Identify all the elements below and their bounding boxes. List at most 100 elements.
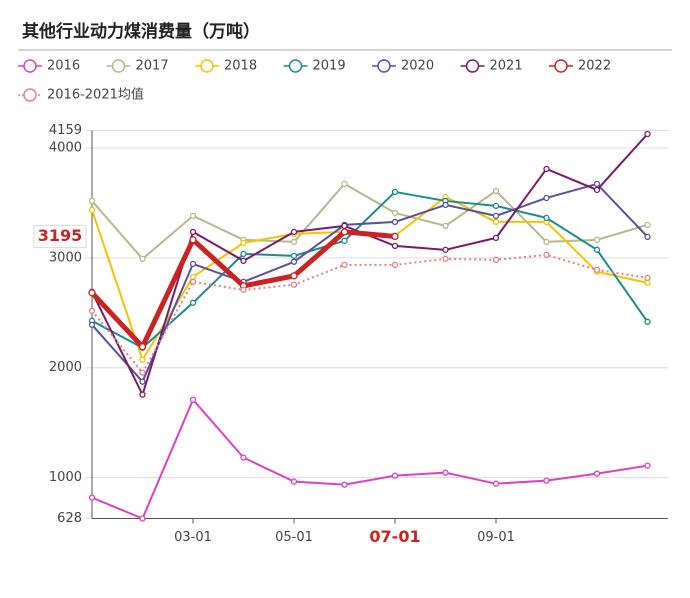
point-marker — [593, 470, 601, 477]
point-marker — [492, 202, 500, 210]
legend-label: 2016 — [47, 59, 80, 74]
point-marker — [189, 299, 197, 306]
point-marker — [442, 201, 449, 209]
point-marker — [139, 515, 146, 522]
point-marker — [644, 318, 651, 325]
point-marker — [240, 250, 247, 258]
x-tick-label: 09-01 — [477, 530, 515, 545]
annotation-label: 3195 — [38, 226, 83, 245]
point-marker — [644, 130, 651, 138]
point-marker — [139, 255, 146, 262]
point-marker — [88, 494, 96, 501]
y-tick-label: 3000 — [49, 250, 82, 265]
point-marker — [139, 369, 146, 376]
point-marker — [543, 165, 550, 173]
legend-label: 2022 — [578, 59, 611, 74]
point-marker — [442, 469, 449, 476]
point-marker — [189, 278, 197, 285]
chart-title: 其他行业动力煤消费量（万吨） — [22, 21, 260, 42]
point-marker — [391, 261, 399, 269]
legend-label: 2019 — [313, 59, 346, 74]
legend-swatch-marker — [465, 59, 480, 73]
point-marker — [543, 477, 550, 484]
annotation-box — [33, 224, 87, 248]
series-line — [91, 182, 649, 383]
point-marker — [644, 221, 651, 229]
point-marker — [138, 343, 147, 351]
point-marker — [391, 209, 399, 217]
point-marker — [240, 454, 247, 461]
point-marker — [341, 261, 348, 269]
point-marker — [442, 222, 449, 230]
point-marker — [189, 228, 197, 236]
point-marker — [593, 186, 601, 194]
y-tick-label: 4159 — [49, 123, 82, 138]
point-marker — [442, 246, 449, 253]
legend-swatch-marker — [23, 59, 37, 73]
point-marker — [290, 281, 298, 288]
series-line — [91, 398, 648, 520]
point-marker — [88, 197, 96, 205]
point-marker — [442, 255, 449, 262]
point-marker — [290, 272, 298, 280]
point-marker — [189, 273, 197, 281]
legend-swatch-marker — [111, 59, 126, 73]
point-marker — [593, 246, 601, 253]
legend-label: 2020 — [401, 59, 434, 74]
y-tick-label: 2000 — [49, 360, 82, 375]
legend-swatch-marker — [377, 59, 391, 73]
point-marker — [391, 232, 399, 241]
point-marker — [88, 206, 96, 214]
legend-swatch-marker — [288, 59, 303, 73]
x-tick-label: 03-01 — [174, 530, 212, 545]
point-marker — [492, 187, 500, 195]
point-marker — [290, 228, 298, 236]
point-marker — [240, 286, 247, 293]
point-marker — [492, 218, 500, 226]
legend-label: 2018 — [224, 59, 257, 74]
y-tick-label: 1000 — [49, 470, 82, 485]
point-marker — [139, 391, 146, 398]
legend-swatch-marker — [200, 59, 214, 73]
point-marker — [341, 222, 348, 230]
point-marker — [391, 472, 399, 479]
point-marker — [391, 188, 399, 196]
point-marker — [189, 236, 197, 244]
point-marker — [644, 279, 651, 286]
point-marker — [290, 238, 298, 246]
point-marker — [593, 266, 601, 273]
point-marker — [644, 233, 651, 241]
point-marker — [290, 478, 298, 485]
legend-label: 2017 — [136, 59, 169, 74]
point-marker — [139, 356, 146, 363]
point-marker — [189, 260, 197, 268]
legend-swatch-marker — [554, 59, 568, 73]
series-line — [91, 182, 648, 260]
y-tick-label: 628 — [57, 511, 82, 526]
point-marker — [290, 258, 298, 265]
point-marker — [593, 236, 601, 243]
point-marker — [88, 289, 96, 297]
point-marker — [139, 378, 146, 385]
legend-label: 2021 — [490, 59, 523, 74]
point-marker — [543, 251, 550, 259]
point-marker — [189, 212, 197, 220]
x-tick-label: 07-01 — [369, 527, 420, 546]
point-marker — [88, 307, 96, 314]
x-tick-label: 05-01 — [275, 530, 313, 545]
point-marker — [644, 274, 651, 282]
point-marker — [543, 214, 550, 222]
point-marker — [593, 180, 601, 188]
point-marker — [492, 480, 500, 487]
point-marker — [492, 234, 500, 242]
point-marker — [391, 242, 399, 250]
point-marker — [88, 321, 96, 328]
point-marker — [492, 256, 500, 263]
point-marker — [290, 252, 298, 260]
point-marker — [240, 257, 247, 264]
legend-swatch-marker — [23, 88, 37, 102]
point-marker — [543, 194, 550, 202]
point-marker — [543, 238, 550, 246]
